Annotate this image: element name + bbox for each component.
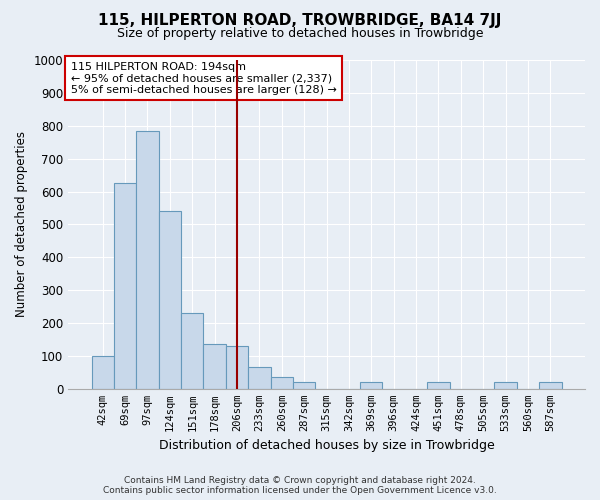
Bar [427,382,449,389]
Text: Size of property relative to detached houses in Trowbridge: Size of property relative to detached ho… [117,28,483,40]
Bar [158,212,181,389]
Bar [92,356,114,389]
Bar [248,368,271,389]
Text: 115 HILPERTON ROAD: 194sqm
← 95% of detached houses are smaller (2,337)
5% of se: 115 HILPERTON ROAD: 194sqm ← 95% of deta… [71,62,337,95]
Bar [360,382,382,389]
Bar [181,313,203,389]
Bar [293,382,316,389]
Bar [539,382,562,389]
Text: Contains HM Land Registry data © Crown copyright and database right 2024.
Contai: Contains HM Land Registry data © Crown c… [103,476,497,495]
Bar [136,130,158,389]
Bar [114,184,136,389]
Bar [203,344,226,389]
Bar [226,346,248,389]
Text: 115, HILPERTON ROAD, TROWBRIDGE, BA14 7JJ: 115, HILPERTON ROAD, TROWBRIDGE, BA14 7J… [98,12,502,28]
Y-axis label: Number of detached properties: Number of detached properties [15,132,28,318]
Bar [271,378,293,389]
X-axis label: Distribution of detached houses by size in Trowbridge: Distribution of detached houses by size … [158,440,494,452]
Bar [494,382,517,389]
